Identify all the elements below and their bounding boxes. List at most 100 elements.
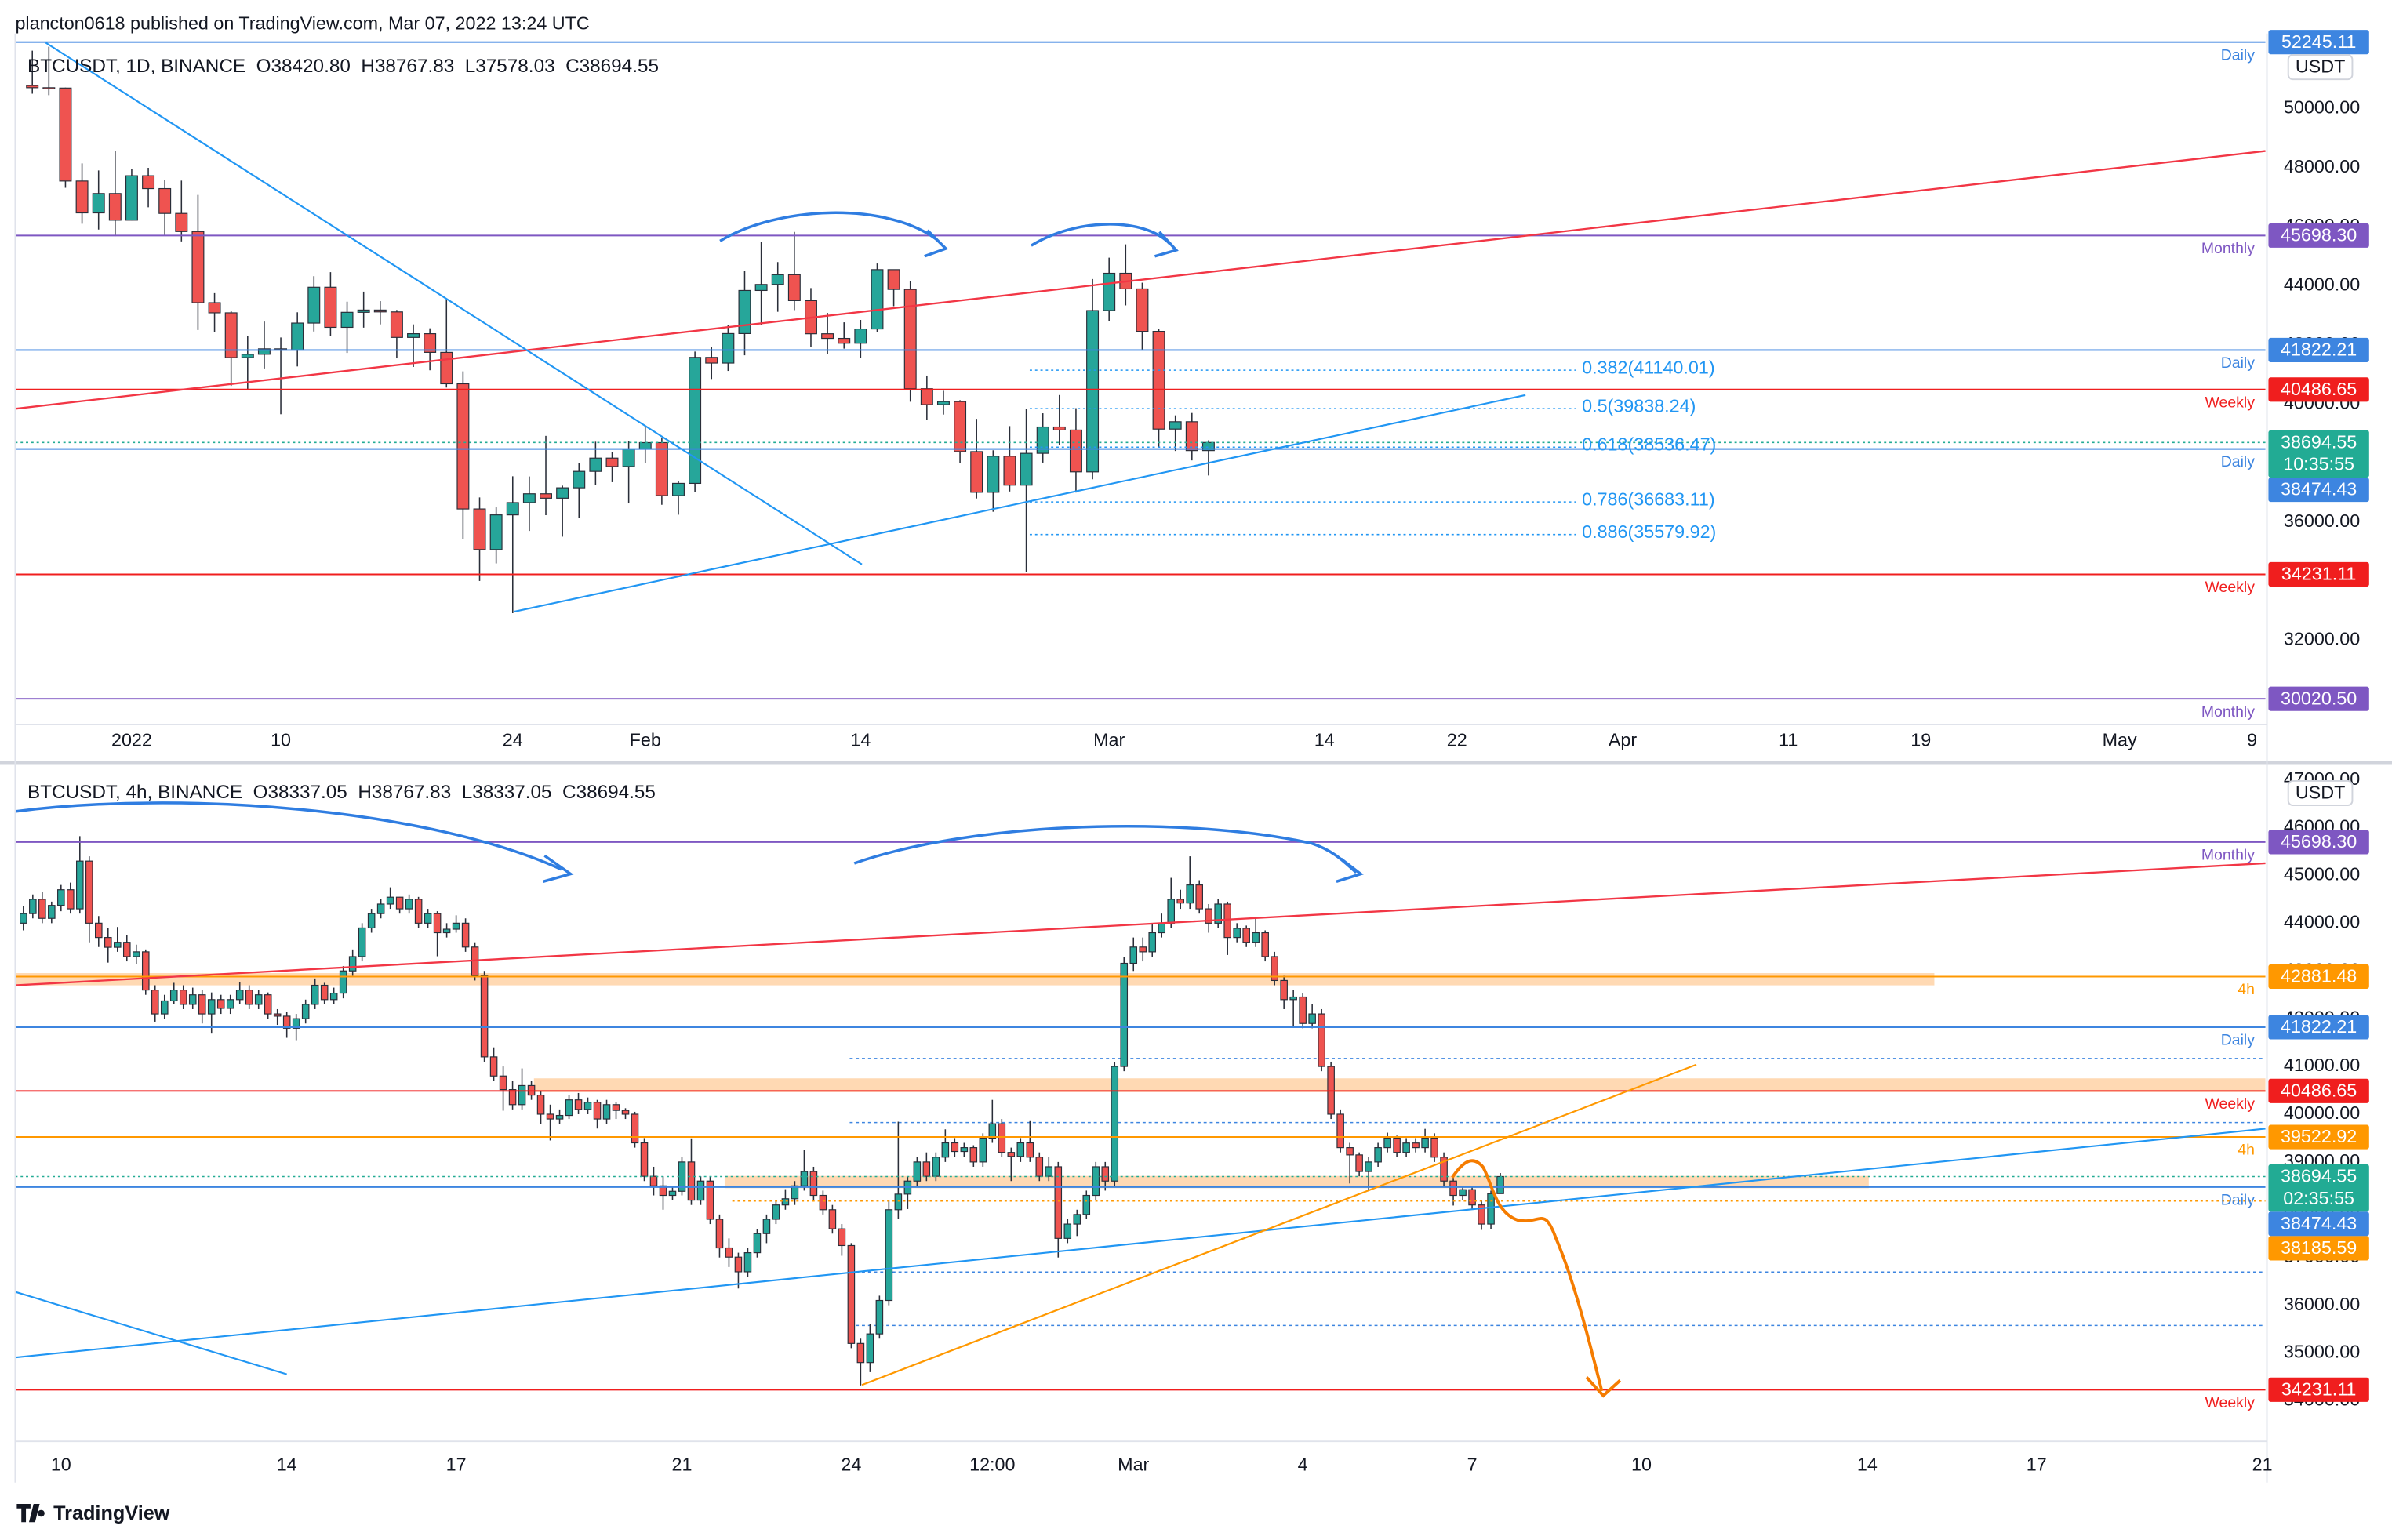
arrow — [1031, 223, 1172, 247]
price-badge — [2268, 377, 2369, 402]
4h-axes: 34000.0035000.0036000.0037000.0038000.00… — [27, 768, 2369, 1474]
candle-body — [141, 951, 150, 991]
x-tick-label: Feb — [630, 730, 661, 750]
y-tick-label: 32000.00 — [2284, 629, 2360, 649]
level-tag: Monthly — [2201, 240, 2255, 257]
x-tick-label: 17 — [2027, 1454, 2047, 1474]
currency-box — [2287, 54, 2354, 81]
x-tick-label: 24 — [841, 1454, 861, 1474]
fib-label: 0.786(36683.11) — [1582, 489, 1714, 509]
daily-pane — [15, 41, 2266, 700]
price-badge — [2268, 830, 2369, 855]
candle-body — [546, 1113, 554, 1120]
candle-body — [593, 1102, 602, 1120]
candle-body — [791, 1185, 799, 1200]
candle-body — [442, 928, 451, 934]
candle-body — [1449, 1180, 1457, 1197]
candle-body — [772, 1204, 780, 1220]
candle-body — [631, 1113, 639, 1144]
x-tick-label: 2022 — [111, 730, 152, 750]
level-tag: Weekly — [2205, 1095, 2256, 1113]
candle-body — [506, 502, 519, 516]
x-tick-label: 10 — [271, 730, 291, 750]
supply-zone — [15, 973, 1935, 986]
level-tag: Monthly — [2201, 703, 2255, 721]
candle-body — [1111, 1066, 1119, 1182]
candle-body — [1223, 903, 1231, 939]
arrow-head — [1336, 857, 1364, 883]
candle-body — [518, 1084, 526, 1106]
candle-body — [188, 994, 197, 1005]
candle-body — [367, 913, 376, 929]
candle-body — [687, 1161, 696, 1201]
price-badge-label: 38694.55 — [2281, 1166, 2357, 1186]
x-tick-label: 10 — [1631, 1454, 1652, 1474]
price-badge-label: 38694.55 — [2281, 431, 2357, 452]
candle-body — [104, 937, 112, 948]
candle-body — [1103, 272, 1116, 311]
candle-body — [311, 984, 319, 1005]
candle-body — [894, 1193, 903, 1211]
candle-body — [1139, 946, 1147, 953]
currency-label: USDT — [2296, 56, 2346, 77]
candle-body — [838, 1228, 846, 1247]
candle-body — [715, 1219, 724, 1249]
frame — [0, 33, 2392, 1483]
arrow-head — [543, 854, 574, 884]
candle-body — [1007, 1152, 1016, 1157]
4h-pane — [15, 836, 2266, 1391]
candle-body — [440, 351, 453, 385]
candle-body — [92, 193, 105, 214]
candle-body — [979, 1137, 987, 1163]
candle-body — [358, 927, 366, 957]
candle-body — [754, 284, 768, 292]
x-tick-label: 21 — [2252, 1454, 2273, 1474]
candle-body — [1233, 928, 1241, 939]
x-tick-label: 4 — [1298, 1454, 1308, 1474]
candle-body — [753, 1233, 762, 1254]
candle-body — [787, 274, 801, 301]
candle-body — [29, 899, 37, 914]
candle-body — [1129, 946, 1138, 964]
x-tick-label: 21 — [672, 1454, 693, 1474]
candle-body — [1289, 996, 1297, 1001]
candle-body — [819, 1194, 827, 1211]
candle-body — [781, 1198, 790, 1206]
trend-line — [45, 42, 863, 565]
candle-body — [1430, 1137, 1438, 1158]
candle-body — [38, 899, 46, 919]
y-tick-label: 41000.00 — [2284, 1055, 2360, 1075]
fib-label: 0.886(35579.92) — [1582, 521, 1716, 542]
candle-body — [725, 1247, 733, 1258]
candle-body — [282, 1015, 291, 1029]
candle-body — [1383, 1137, 1391, 1149]
x-tick-label: 14 — [1857, 1454, 1878, 1474]
candle-body — [887, 269, 900, 290]
price-badge-label: 39522.92 — [2281, 1126, 2357, 1146]
fib-label: 0.618(38536.47) — [1582, 434, 1716, 454]
y-tick-label: 45000.00 — [2284, 864, 2360, 884]
candle-body — [424, 913, 432, 924]
candle-body — [1169, 421, 1182, 430]
candle-body — [390, 311, 403, 338]
candle-body — [1195, 884, 1203, 910]
fib-label: 0.5(39838.24) — [1582, 395, 1696, 416]
candle-body — [273, 1013, 282, 1017]
x-tick-label: 14 — [850, 730, 871, 750]
candle-body — [207, 999, 216, 1015]
countdown: 02:35:55 — [2283, 1188, 2354, 1208]
candle-body — [235, 990, 244, 1001]
candle-body — [301, 1004, 310, 1019]
candle-body — [42, 87, 56, 89]
candle-body — [987, 456, 1000, 493]
candle-body — [340, 311, 354, 329]
candle-body — [1205, 908, 1212, 924]
price-badge — [2268, 686, 2369, 711]
price-badge-label: 30020.50 — [2281, 688, 2357, 708]
price-badge — [2268, 1124, 2369, 1150]
candle-body — [1026, 1142, 1034, 1158]
candle-body — [913, 1161, 922, 1182]
price-badge-label: 40486.65 — [2281, 379, 2357, 399]
candle-body — [885, 1209, 893, 1302]
